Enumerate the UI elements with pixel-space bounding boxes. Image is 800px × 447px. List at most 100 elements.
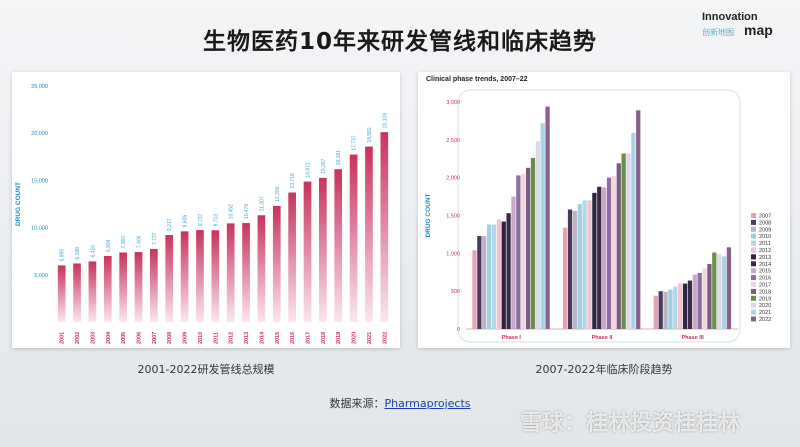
innovation-map-logo: Innovation 创新地图 map [700, 8, 790, 38]
bar-Phase-II-2022 [636, 110, 641, 329]
bar-Phase-II-2010 [577, 204, 582, 329]
data-label: 6,198 [75, 247, 81, 260]
bar-Phase-III-2022 [726, 247, 732, 329]
bar-Phase-II-2012 [587, 200, 592, 329]
data-label: 10,479 [244, 204, 250, 220]
x-tick-label: 2022 [382, 332, 388, 344]
bar-Phase-III-2018 [707, 263, 712, 329]
legend-swatch-2009 [751, 226, 756, 232]
x-tick-label: 2008 [167, 332, 173, 344]
legend-label-2022: 2022 [759, 317, 771, 323]
pipeline-bar-chart: DRUG COUNT 5,000 10,000 15,000 20,000 25,000 5… [15, 84, 388, 344]
bar-2004 [103, 255, 112, 322]
bar-Phase-III-2011 [673, 286, 678, 329]
legend-swatch-2018 [751, 288, 756, 294]
bar-Phase-III-2016 [697, 273, 702, 329]
y-tick-label: 25,000 [31, 84, 48, 90]
y-tick-label: 1,500 [446, 214, 460, 220]
bar-Phase-I-2010 [486, 224, 492, 329]
source-line: 数据来源：Pharmaprojects [0, 395, 800, 411]
legend-swatch-2013 [751, 254, 756, 260]
data-label: 18,582 [367, 127, 373, 143]
caption-clinical: 2007-2022年临床阶段趋势 [535, 363, 673, 376]
bar-2016 [288, 192, 296, 322]
plot-frame [457, 89, 741, 343]
data-label: 17,737 [352, 135, 358, 151]
bar-Phase-I-2009 [482, 235, 487, 329]
bar-Phase-III-2013 [682, 283, 688, 329]
y-tick-label: 5,000 [34, 273, 48, 279]
legend-swatch-2019 [751, 295, 756, 301]
legend-swatch-2011 [751, 240, 756, 246]
data-label: 14,872 [306, 162, 312, 178]
data-label: 7,737 [152, 232, 158, 245]
bar-Phase-II-2013 [592, 192, 597, 329]
bar-2011 [211, 230, 220, 322]
bar-Phase-I-2022 [545, 106, 550, 329]
legend-label-2014: 2014 [759, 262, 771, 268]
bar-Phase-II-2020 [626, 153, 631, 329]
bar-2018 [319, 177, 327, 322]
x-tick-label: 2012 [229, 332, 235, 344]
source-link[interactable]: Pharmaprojects [384, 397, 471, 410]
clinical-phase-bar-chart: Clinical phase trends, 2007–22 DRUG COUNT… [425, 76, 771, 343]
legend-label-2009: 2009 [759, 227, 771, 233]
data-label: 9,605 [183, 215, 189, 228]
bar-Phase-II-2011 [582, 200, 587, 329]
x-tick-label: 2017 [306, 332, 312, 344]
slide-title: 生物医药10年来研发管线和临床趋势 [202, 29, 597, 55]
bar-2010 [196, 230, 204, 322]
x-tick-label: 2018 [321, 332, 327, 344]
legend-swatch-2012 [751, 247, 756, 253]
bar-2015 [272, 205, 281, 322]
bar-Phase-II-2015 [602, 187, 607, 329]
bar-Phase-II-2007 [563, 227, 568, 329]
legend-swatch-2017 [751, 282, 756, 287]
legend-swatch-2007 [751, 213, 756, 218]
bar-Phase-I-2013 [501, 221, 506, 329]
data-label: 12,300 [275, 186, 281, 202]
bar-2002 [73, 263, 81, 322]
data-label: 16,181 [336, 150, 342, 166]
chart-title: Clinical phase trends, 2007–22 [426, 76, 528, 83]
data-label: 13,718 [290, 173, 296, 189]
clinical-phase-chart-panel: Clinical phase trends, 2007–22 DRUG COUNT… [418, 72, 790, 348]
bar-Phase-III-2014 [687, 280, 693, 329]
data-label: 9,737 [198, 213, 204, 226]
legend-label-2017: 2017 [759, 283, 771, 289]
watermark: 雪球：桂林投资桂桂林 [520, 411, 741, 436]
source-label: 数据来源： [329, 397, 385, 410]
bar-2014 [257, 215, 266, 322]
bar-Phase-I-2015 [511, 196, 516, 329]
bar-Phase-III-2021 [721, 256, 727, 329]
bar-Phase-I-2021 [540, 123, 545, 329]
x-tick-label: 2015 [275, 332, 281, 344]
bar-Phase-II-2021 [631, 133, 636, 329]
bar-Phase-III-2007 [653, 295, 658, 329]
y-tick-label: 500 [451, 289, 460, 295]
legend-label-2021: 2021 [759, 310, 771, 316]
bar-2019 [334, 169, 343, 322]
data-label: 5,995 [60, 249, 66, 262]
x-tick-label: 2019 [336, 332, 342, 344]
x-tick-label: Phase I [502, 335, 522, 341]
bar-Phase-II-2018 [616, 163, 621, 329]
x-tick-label: 2001 [60, 332, 66, 344]
bar-2009 [180, 231, 189, 322]
bar-2005 [119, 252, 127, 322]
legend-label-2007: 2007 [759, 214, 771, 220]
legend-swatch-2022 [751, 316, 756, 322]
legend-label-2019: 2019 [759, 296, 771, 302]
y-tick-label: 3,000 [446, 100, 460, 106]
logo-sub: 创新地图 [702, 27, 734, 37]
data-label: 10,452 [229, 204, 235, 220]
bar-2007 [150, 248, 158, 322]
bar-2020 [349, 154, 358, 322]
bar-2008 [165, 234, 174, 322]
bar-2021 [365, 146, 373, 322]
bar-Phase-I-2012 [496, 219, 501, 329]
legend-label-2012: 2012 [759, 248, 771, 254]
bar-Phase-I-2020 [535, 141, 540, 329]
x-tick-label: 2002 [75, 332, 81, 344]
data-label: 9,217 [167, 218, 173, 231]
